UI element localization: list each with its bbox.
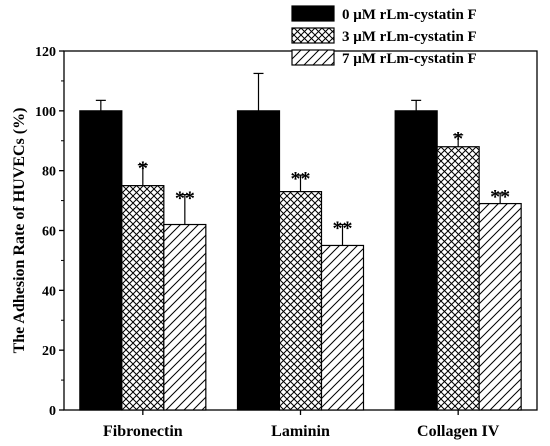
legend-swatch <box>291 5 335 22</box>
legend-label: 3 μM rLm-cystatin F <box>342 29 477 45</box>
legend-swatch <box>291 49 335 66</box>
significance-label: ** <box>175 188 195 210</box>
bar <box>278 191 323 411</box>
bar <box>236 110 281 411</box>
y-axis-label: The Adhesion Rate of HUVECs (%) <box>11 108 28 354</box>
y-tick-label: 120 <box>35 45 56 60</box>
x-tick-label: Laminin <box>271 423 330 440</box>
bar <box>436 146 480 411</box>
y-tick-label: 20 <box>42 344 56 359</box>
y-tick-label: 100 <box>35 105 56 120</box>
significance-label: * <box>138 158 148 180</box>
y-tick-label: 80 <box>42 165 56 180</box>
legend-swatch <box>291 27 335 44</box>
bar <box>478 202 522 411</box>
bar <box>79 110 123 411</box>
y-tick-label: 0 <box>49 404 56 419</box>
bars: ********** <box>79 72 522 411</box>
bar <box>394 110 438 411</box>
x-tick-label: Collagen IV <box>417 423 500 440</box>
y-tick-label: 40 <box>42 284 56 299</box>
bar <box>320 244 365 411</box>
legend-label: 7 μM rLm-cystatin F <box>342 51 477 67</box>
x-tick-label: Fibronectin <box>103 423 183 440</box>
significance-label: ** <box>291 168 311 190</box>
y-tick-label: 60 <box>42 225 56 240</box>
significance-label: * <box>453 128 463 150</box>
significance-label: ** <box>490 186 510 208</box>
legend: 0 μM rLm-cystatin F 3 μM rLm-cystatin F 7 … <box>291 5 477 67</box>
axes: 0 20 40 60 80 100 120 Fibronectin Laminin Collage… <box>35 45 538 440</box>
bar <box>163 223 207 411</box>
significance-label: ** <box>333 218 353 240</box>
legend-label: 0 μM rLm-cystatin F <box>342 7 477 23</box>
bar <box>121 185 165 411</box>
